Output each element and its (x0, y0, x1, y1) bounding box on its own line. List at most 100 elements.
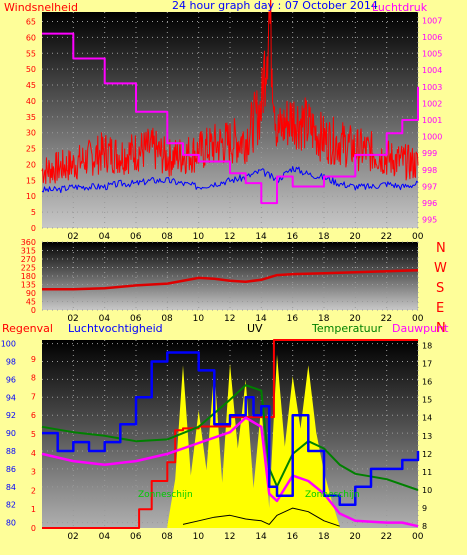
y-right-tick: 998 (422, 166, 437, 175)
y-left-tick: 270 (21, 255, 36, 264)
panel-wind-pressure (42, 12, 418, 228)
luchtdruk-label: Luchtdruk (372, 1, 428, 14)
x-tick-label: 02 (67, 314, 78, 324)
y-dewpoint-tick: 17 (422, 360, 432, 369)
compass-w: W (434, 261, 447, 276)
y-humidity-tick: 100 (1, 340, 16, 349)
x-tick-label: 02 (67, 532, 78, 542)
x-tick-label: 08 (161, 232, 173, 242)
x-tick-label: 14 (255, 232, 267, 242)
y-left-tick: 35 (26, 113, 36, 122)
x-tick-label: 16 (287, 314, 299, 324)
y-rain-tick: 9 (31, 355, 36, 364)
x-tick-label: 06 (130, 532, 142, 542)
y-left-tick: 0 (31, 306, 36, 315)
y-left-tick: 5 (31, 208, 36, 217)
x-tick-label: 12 (224, 532, 235, 542)
y-right-tick: 1001 (422, 116, 442, 125)
y-rain-tick: 5 (31, 430, 36, 439)
y-humidity-tick: 94 (6, 393, 16, 402)
x-tick-label: 06 (130, 232, 142, 242)
y-humidity-tick: 82 (6, 501, 16, 510)
y-left-tick: 65 (26, 18, 36, 27)
x-tick-label: 10 (193, 532, 205, 542)
x-tick-label: 10 (193, 232, 205, 242)
uv-label: UV (247, 322, 263, 335)
y-right-tick: 1006 (422, 33, 442, 42)
x-tick-label: 14 (255, 532, 267, 542)
y-dewpoint-tick: 11 (422, 468, 432, 477)
y-left-tick: 360 (21, 238, 36, 247)
x-tick-label: 00 (412, 314, 424, 324)
zonneschijn-label-2: Zonneschijn (305, 490, 360, 500)
y-left-tick: 15 (26, 176, 36, 185)
y-rain-tick: 4 (31, 449, 36, 458)
y-humidity-tick: 88 (6, 447, 16, 456)
y-left-tick: 60 (26, 33, 36, 42)
x-tick-label: 08 (161, 314, 173, 324)
y-rain-tick: 6 (31, 411, 36, 420)
y-humidity-tick: 80 (6, 519, 16, 528)
x-tick-label: 12 (224, 314, 235, 324)
wind-gust-line (41, 0, 419, 184)
y-right-tick: 995 (422, 216, 437, 225)
x-tick-label: 14 (255, 314, 267, 324)
y-right-tick: 996 (422, 199, 437, 208)
zonneschijn-label-1: Zonneschijn (138, 490, 193, 500)
y-dewpoint-tick: 15 (422, 396, 432, 405)
x-tick-label: 20 (349, 532, 361, 542)
dauwpunt-label: Dauwpunt (392, 322, 449, 335)
x-tick-label: 18 (318, 532, 330, 542)
y-left-tick: 40 (26, 97, 36, 106)
x-tick-label: 16 (287, 232, 299, 242)
x-tick-label: 10 (193, 314, 205, 324)
y-right-tick: 1002 (422, 99, 442, 108)
y-dewpoint-tick: 13 (422, 432, 432, 441)
y-left-tick: 25 (26, 145, 36, 154)
x-tick-label: 00 (412, 232, 424, 242)
y-left-tick: 315 (21, 247, 36, 256)
y-right-tick: 1003 (422, 83, 442, 92)
y-rain-tick: 2 (31, 486, 36, 495)
x-tick-label: 08 (161, 532, 173, 542)
temperature-line (41, 384, 419, 491)
compass-labels: N W S E N (434, 241, 447, 336)
y-humidity-tick: 96 (6, 375, 16, 384)
panel-wind-direction (42, 242, 418, 310)
y-rain-tick: 1 (31, 505, 36, 514)
y-humidity-tick: 98 (6, 357, 16, 366)
y-left-tick: 135 (21, 281, 36, 290)
compass-n-top: N (436, 241, 446, 256)
y-right-tick: 997 (422, 182, 437, 191)
y-dewpoint-tick: 9 (422, 504, 427, 513)
x-tick-label: 18 (318, 314, 330, 324)
y-humidity-tick: 90 (6, 429, 16, 438)
x-tick-label: 04 (99, 232, 111, 242)
x-tick-label: 12 (224, 232, 235, 242)
y-right-tick: 1005 (422, 50, 442, 59)
y-right-tick: 1000 (422, 133, 442, 142)
x-tick-label: 22 (381, 232, 392, 242)
x-tick-label: 22 (381, 314, 392, 324)
wind-direction-line (42, 269, 419, 291)
x-tick-label: 20 (349, 314, 361, 324)
x-tick-label: 22 (381, 532, 392, 542)
x-tick-label: 04 (99, 314, 111, 324)
y-rain-tick: 8 (31, 374, 36, 383)
dewpoint-line (41, 416, 419, 528)
compass-e: E (436, 301, 444, 316)
y-left-tick: 45 (26, 81, 36, 90)
y-left-tick: 30 (26, 129, 36, 138)
x-tick-label: 20 (349, 232, 361, 242)
y-left-tick: 50 (26, 65, 36, 74)
compass-s: S (436, 281, 444, 296)
y-left-tick: 20 (26, 160, 36, 169)
y-rain-tick: 7 (31, 392, 36, 401)
sunshine-line (182, 507, 340, 527)
y-left-tick: 45 (26, 298, 36, 307)
y-dewpoint-tick: 8 (422, 522, 427, 531)
y-rain-tick: 0 (31, 524, 36, 533)
y-left-tick: 90 (26, 289, 36, 298)
y-dewpoint-tick: 16 (422, 378, 432, 387)
